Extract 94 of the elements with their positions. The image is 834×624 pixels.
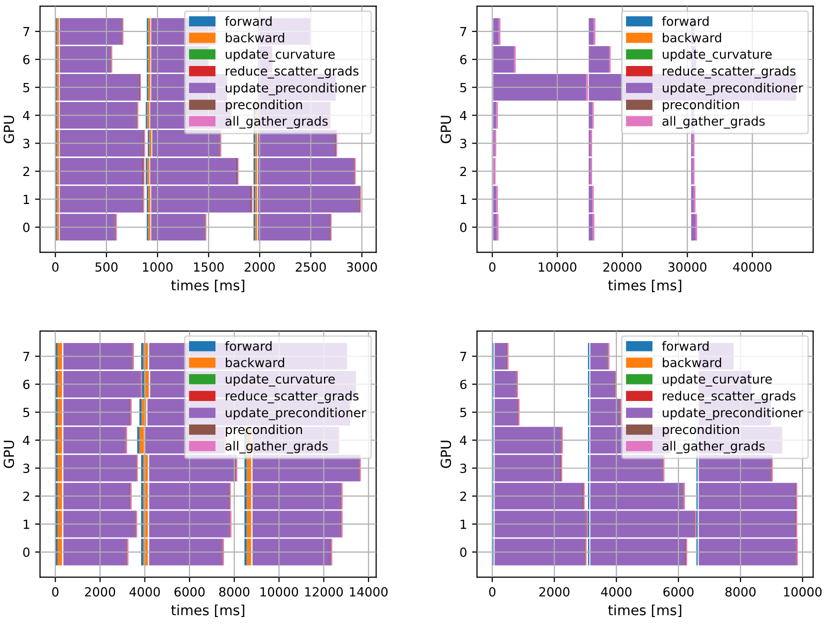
y-tick-label: 7	[460, 352, 466, 362]
x-tick-label: 0	[489, 587, 496, 597]
legend-label: precondition	[226, 424, 302, 437]
x-tick-label: 12000	[305, 587, 343, 597]
y-tick-label: 2	[460, 492, 466, 501]
y-tick-label: 2	[23, 492, 30, 501]
legend-label: update_curvature	[662, 374, 772, 386]
x-tick-label: 10000	[784, 587, 822, 597]
y-tick-label: 6	[460, 54, 466, 64]
y-tick-label: 7	[23, 352, 30, 362]
legend-label: backward	[662, 358, 722, 368]
x-axis-title: times [ms]	[171, 604, 244, 617]
legend-label: reduce_scatter_grads	[226, 66, 358, 78]
x-tick-label: 10000	[260, 587, 298, 597]
y-tick-label: 4	[22, 436, 30, 445]
legend-label: backward	[226, 32, 284, 42]
legend-label: update_curvature	[662, 49, 772, 62]
x-tick-label: 500	[95, 262, 118, 272]
legend-label: precondition	[662, 424, 739, 437]
legend-label: all_gather_grads	[226, 116, 328, 129]
x-tick-label: 2500	[296, 262, 326, 272]
x-tick-label: 0	[489, 262, 496, 272]
legend-label: forward	[662, 16, 709, 26]
legend-label: update_preconditioner	[226, 82, 366, 96]
y-tick-label: 3	[460, 464, 466, 474]
x-tick-label: 14000	[350, 587, 388, 597]
legend-label: forward	[225, 16, 272, 26]
legend-label: precondition	[226, 100, 302, 112]
y-tick-label: 1	[460, 194, 466, 204]
x-tick-label: 0	[52, 262, 59, 272]
y-tick-label: 5	[23, 82, 30, 92]
legend-label: all_gather_grads	[662, 440, 765, 454]
legend-label: update_curvature	[226, 49, 335, 62]
y-tick-label: 2	[460, 166, 466, 176]
x-axis-title: times [ms]	[608, 604, 682, 617]
y-axis-title: GPU	[4, 116, 14, 144]
y-tick-label: 5	[460, 408, 466, 418]
legend-label: forward	[662, 341, 709, 351]
y-tick-label: 4	[460, 436, 467, 445]
legend-label: update_preconditioner	[226, 408, 366, 420]
legend-label: all_gather_grads	[226, 440, 328, 454]
x-tick-label: 3000	[346, 262, 377, 272]
y-tick-label: 1	[24, 194, 30, 204]
y-tick-label: 0	[23, 548, 30, 557]
x-tick-label: 4000	[130, 587, 160, 597]
y-axis-title: GPU	[4, 440, 14, 468]
y-tick-label: 0	[23, 222, 30, 232]
legend-label: update_curvature	[226, 374, 335, 386]
legend-label: all_gather_grads	[662, 116, 765, 129]
legend-label: update_preconditioner	[662, 82, 804, 96]
y-tick-label: 6	[23, 380, 30, 390]
legend-label: reduce_scatter_grads	[226, 390, 358, 404]
x-axis-title: times [ms]	[171, 280, 244, 292]
y-tick-label: 0	[460, 548, 466, 557]
y-axis-title: GPU	[440, 440, 452, 468]
x-tick-label: 1500	[194, 262, 224, 272]
y-tick-label: 5	[23, 408, 30, 418]
legend-label: update_preconditioner	[662, 408, 804, 420]
x-tick-label: 2000	[539, 587, 570, 597]
y-tick-label: 3	[23, 138, 30, 148]
legend-label: reduce_scatter_grads	[662, 390, 796, 404]
y-tick-label: 7	[460, 27, 466, 36]
y-tick-label: 2	[23, 166, 30, 176]
x-tick-label: 30000	[668, 262, 706, 272]
y-tick-label: 6	[460, 380, 466, 390]
x-tick-label: 8000	[219, 587, 250, 597]
x-tick-label: 40000	[733, 262, 772, 272]
x-tick-label: 1000	[142, 262, 173, 272]
legend-label: reduce_scatter_grads	[662, 66, 796, 78]
x-tick-label: 4000	[601, 587, 632, 597]
x-tick-label: 8000	[725, 587, 756, 597]
y-tick-label: 4	[460, 110, 467, 120]
y-tick-label: 1	[24, 520, 30, 529]
x-tick-label: 2000	[244, 262, 275, 272]
y-tick-label: 5	[460, 82, 466, 92]
legend-label: forward	[225, 341, 272, 351]
y-tick-label: 4	[22, 110, 30, 120]
y-tick-label: 1	[460, 520, 466, 529]
legend-label: backward	[226, 358, 284, 368]
legend-label: backward	[662, 32, 722, 42]
x-tick-label: 0	[52, 587, 58, 597]
x-tick-label: 6000	[663, 587, 694, 597]
y-axis-title: GPU	[440, 116, 452, 144]
y-tick-label: 6	[23, 54, 30, 64]
y-tick-label: 0	[460, 222, 466, 232]
x-tick-label: 20000	[603, 262, 642, 272]
x-tick-label: 10000	[538, 262, 576, 272]
y-tick-label: 3	[23, 464, 30, 474]
legend-label: precondition	[662, 100, 739, 112]
y-tick-label: 7	[23, 27, 30, 36]
x-tick-label: 6000	[174, 587, 205, 597]
x-axis-title: times [ms]	[608, 280, 682, 292]
x-tick-label: 2000	[85, 587, 116, 597]
y-tick-label: 3	[460, 138, 466, 148]
